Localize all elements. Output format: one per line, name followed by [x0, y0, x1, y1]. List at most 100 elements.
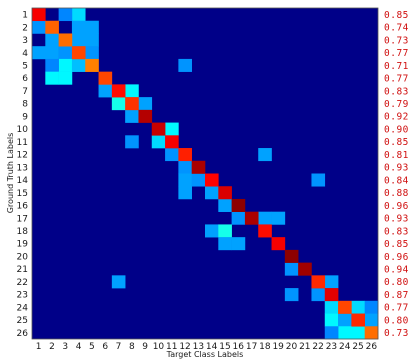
x-tick-label: 13	[193, 342, 204, 352]
row-accuracy-label: 0.80	[384, 315, 409, 326]
heatmap-diagonal-cell	[205, 173, 219, 187]
heatmap-diagonal-cell	[125, 97, 139, 111]
y-tick-labels: 1234567891011121314151617181920212223242…	[17, 11, 29, 339]
y-tick-label: 9	[22, 112, 28, 122]
row-accuracy-label: 0.92	[384, 112, 409, 123]
y-tick-label: 2	[22, 23, 28, 33]
y-tick-label: 22	[17, 278, 28, 288]
heatmap-cell	[191, 173, 206, 187]
row-accuracy-label: 0.77	[384, 303, 409, 314]
heatmap-cell	[98, 84, 113, 98]
heatmap-cell	[32, 46, 46, 60]
heatmap-cell	[324, 275, 339, 289]
row-accuracy-label: 0.71	[384, 61, 409, 72]
y-tick-label: 11	[17, 138, 28, 148]
row-accuracy-label: 0.96	[384, 201, 409, 212]
heatmap-cell	[165, 148, 179, 162]
row-accuracy-label: 0.96	[384, 252, 409, 263]
y-tick-label: 17	[17, 214, 28, 224]
x-tick-label: 14	[206, 342, 218, 352]
heatmap-diagonal-cell	[258, 224, 272, 238]
heatmap-cell	[324, 326, 339, 340]
heatmap-diagonal-cell	[178, 148, 192, 162]
heatmap-cell	[351, 326, 365, 340]
y-tick-label: 10	[17, 125, 29, 135]
x-tick-label: 6	[102, 342, 108, 352]
row-accuracy-label: 0.73	[384, 328, 409, 339]
heatmap-diagonal-cell	[231, 198, 246, 212]
x-tick-label: 20	[286, 342, 298, 352]
heatmap-diagonal-cell	[165, 135, 179, 149]
x-tick-label: 26	[366, 342, 378, 352]
heatmap-cell	[205, 224, 219, 238]
heatmap-cell	[45, 46, 59, 60]
row-accuracy-label: 0.77	[384, 74, 409, 85]
x-axis-title: Target Class Labels	[166, 350, 244, 359]
y-tick-label: 15	[17, 189, 28, 199]
heatmap-cell	[324, 313, 339, 327]
heatmap-cell	[351, 300, 365, 314]
heatmap-cell	[71, 33, 86, 47]
y-tick-label: 25	[17, 316, 28, 326]
heatmap-cell	[218, 198, 232, 212]
y-tick-label: 6	[22, 74, 28, 84]
y-tick-label: 24	[17, 303, 29, 313]
heatmap-cell	[125, 135, 139, 149]
heatmap-cell	[71, 8, 86, 22]
heatmap-diagonal-cell	[45, 20, 59, 34]
row-accuracy-label: 0.85	[384, 239, 409, 250]
x-tick-label: 21	[299, 342, 310, 352]
heatmap-diagonal-cell	[324, 288, 339, 302]
heatmap-cell	[58, 46, 73, 60]
heatmap-cell	[271, 211, 286, 225]
x-tick-label: 9	[142, 342, 148, 352]
heatmap-cell	[205, 186, 219, 200]
row-accuracy-label: 0.83	[384, 86, 409, 97]
x-tick-label: 3	[62, 342, 68, 352]
x-tick-label: 4	[76, 342, 82, 352]
heatmap-cell	[32, 20, 46, 34]
y-tick-label: 20	[17, 252, 29, 262]
heatmap-cell	[58, 8, 73, 22]
heatmap-diagonal-cell	[244, 211, 259, 225]
row-accuracy-label: 0.87	[384, 290, 409, 301]
row-accuracy-label: 0.84	[384, 175, 409, 186]
y-tick-label: 14	[17, 176, 29, 186]
heatmap-cell	[45, 58, 59, 72]
y-tick-label: 5	[22, 61, 28, 71]
row-accuracy-label: 0.93	[384, 163, 409, 174]
y-tick-label: 23	[17, 291, 28, 301]
row-accuracy-label: 0.73	[384, 35, 409, 46]
row-accuracy-labels: 0.850.740.730.770.710.770.830.790.920.90…	[384, 10, 409, 339]
heatmap-diagonal-cell	[85, 58, 99, 72]
x-tick-label: 12	[179, 342, 190, 352]
heatmap-cell	[125, 109, 139, 123]
heatmap-cell	[178, 186, 192, 200]
heatmap-diagonal-cell	[364, 326, 379, 340]
heatmap-cell	[71, 58, 86, 72]
row-accuracy-label: 0.85	[384, 137, 409, 148]
heatmap-cell	[58, 58, 73, 72]
x-tick-label: 17	[246, 342, 257, 352]
x-tick-label: 23	[326, 342, 337, 352]
y-tick-label: 16	[17, 202, 29, 212]
x-tick-label: 11	[166, 342, 177, 352]
heatmap-cell	[178, 173, 192, 187]
heatmap-diagonal-cell	[351, 313, 365, 327]
heatmap-cell	[45, 71, 59, 85]
row-accuracy-label: 0.83	[384, 226, 409, 237]
heatmap-cell	[125, 84, 139, 98]
heatmap-cell	[231, 237, 246, 251]
heatmap-diagonal-cell	[98, 71, 113, 85]
y-tick-label: 19	[17, 240, 29, 250]
heatmap-cell	[45, 33, 59, 47]
heatmap-diagonal-cell	[111, 84, 126, 98]
x-tick-label: 24	[339, 342, 351, 352]
heatmap-cell	[85, 33, 99, 47]
row-accuracy-label: 0.80	[384, 277, 409, 288]
row-accuracy-label: 0.90	[384, 124, 409, 135]
row-accuracy-label: 0.94	[384, 264, 409, 275]
heatmap-cell	[138, 97, 153, 111]
y-axis-title: Ground Truth Labels	[6, 133, 15, 214]
